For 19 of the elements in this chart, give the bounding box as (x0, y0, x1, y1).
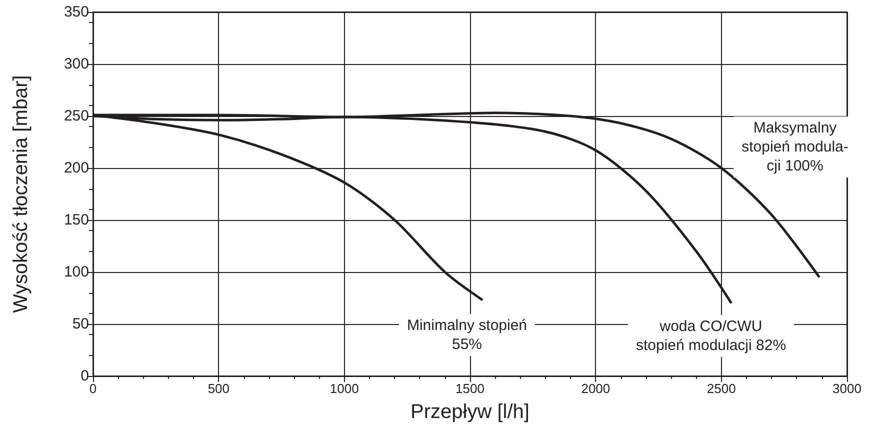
y-axis-title: Wysokość tłoczenia [mbar] (10, 75, 32, 313)
x-tick-label: 1000 (330, 381, 359, 396)
y-tick-label: 50 (72, 316, 89, 332)
x-tick-label: 1500 (456, 381, 484, 396)
y-tick-label: 200 (64, 160, 89, 176)
y-tick-label: 100 (64, 264, 89, 280)
y-tick-label: 0 (80, 368, 89, 384)
x-tick-label: 3000 (832, 381, 862, 396)
y-tick-label: 350 (64, 4, 89, 20)
text: woda CO/CWU stopień modulacji 82% (636, 318, 786, 354)
x-tick-label: 500 (208, 381, 230, 396)
x-axis-title: Przepływ [l/h] (410, 401, 530, 423)
series-label: Maksymalny stopień modula- cji 100% (742, 120, 848, 174)
y-tick-label: 150 (64, 212, 89, 228)
y-tick-label: 300 (64, 56, 89, 72)
text: Minimalny stopień 55% (406, 317, 528, 353)
y-tick-label: 250 (64, 108, 89, 124)
x-tick-label: 2000 (581, 381, 610, 396)
x-tick-label: 2500 (706, 381, 736, 396)
